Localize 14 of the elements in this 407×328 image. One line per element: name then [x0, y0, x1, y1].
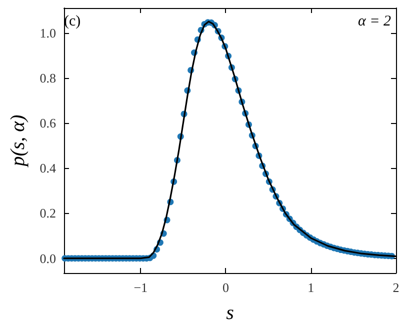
x-tick-label: 2	[392, 280, 400, 295]
y-tick-label: 0.6	[40, 116, 56, 131]
y-axis-title: p(s, α)	[7, 114, 29, 168]
x-tick-label: 0	[222, 280, 229, 295]
x-tick-label: −1	[134, 280, 148, 295]
y-tick-label: 1.0	[40, 25, 56, 40]
y-tick-label: 0.0	[40, 250, 56, 266]
x-tick-label: 1	[308, 280, 314, 295]
y-tick-label: 0.4	[40, 160, 56, 176]
y-tick-label: 0.8	[40, 70, 56, 86]
annotation: (c)	[64, 14, 81, 30]
annotation: α = 2	[358, 14, 392, 30]
y-tick-label: 0.2	[40, 206, 56, 221]
x-axis-title: s	[226, 302, 234, 324]
